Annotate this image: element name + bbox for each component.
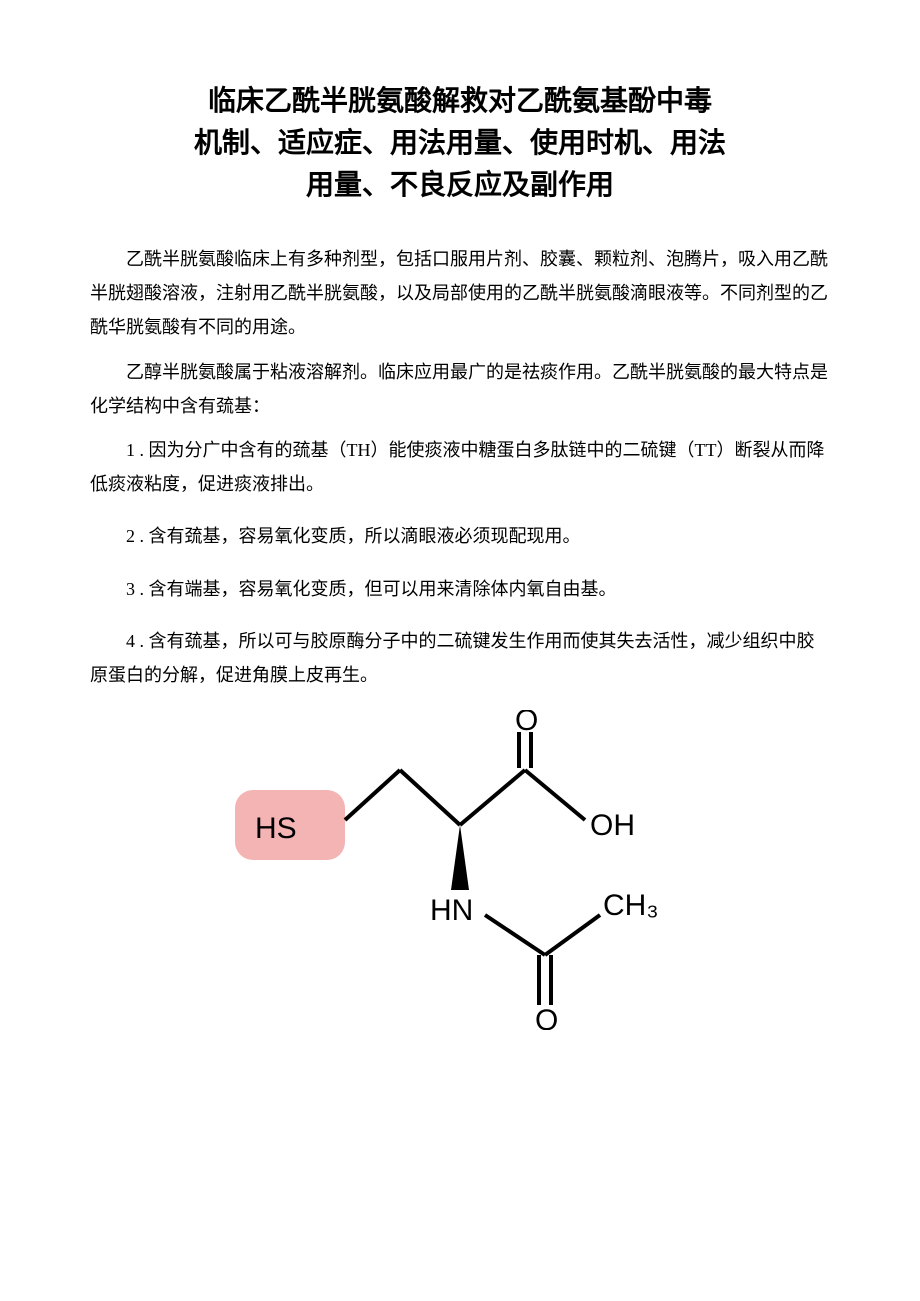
ch3-label: CH₃ [603, 889, 659, 922]
list-item-4: 4 . 含有巯基，所以可与胶原酶分子中的二硫键发生作用而使其失去活性，减少组织中… [90, 624, 830, 692]
title-line-3: 用量、不良反应及副作用 [306, 169, 614, 200]
bond-hn-c4 [485, 915, 545, 955]
o-top-label: O [515, 710, 538, 737]
bond-c2-c3 [460, 770, 525, 825]
bond-hs-c1 [345, 770, 400, 820]
oh-label: OH [590, 809, 635, 842]
molecule-svg: HS O OH HN CH₃ O [225, 710, 695, 1030]
title-line-2: 机制、适应症、用法用量、使用时机、用法 [194, 127, 726, 158]
paragraph-2: 乙醇半胱氨酸属于粘液溶解剂。临床应用最广的是祛痰作用。乙酰半胱氨酸的最大特点是化… [90, 355, 830, 423]
page-title: 临床乙酰半胱氨酸解救对乙酰氨基酚中毒 机制、适应症、用法用量、使用时机、用法 用… [90, 80, 830, 206]
bond-c3-oh [525, 770, 585, 820]
hn-label: HN [430, 894, 473, 927]
title-line-1: 临床乙酰半胱氨酸解救对乙酰氨基酚中毒 [208, 85, 712, 116]
wedge-c2-hn [451, 825, 469, 890]
list-item-2: 2 . 含有巯基，容易氧化变质，所以滴眼液必须现配现用。 [90, 519, 830, 553]
bond-c4-ch3 [545, 915, 600, 955]
list-item-1: 1 . 因为分广中含有的巯基（TH）能使痰液中糖蛋白多肽链中的二硫键（TT）断裂… [90, 433, 830, 501]
o-bottom-label: O [535, 1004, 558, 1030]
paragraph-1: 乙酰半胱氨酸临床上有多种剂型，包括口服用片剂、胶囊、颗粒剂、泡腾片，吸入用乙酰半… [90, 242, 830, 345]
list-item-3: 3 . 含有端基，容易氧化变质，但可以用来清除体内氧自由基。 [90, 572, 830, 606]
bond-c1-c2 [400, 770, 460, 825]
chemical-structure-diagram: HS O OH HN CH₃ O [90, 710, 830, 1035]
hs-label: HS [255, 812, 297, 845]
